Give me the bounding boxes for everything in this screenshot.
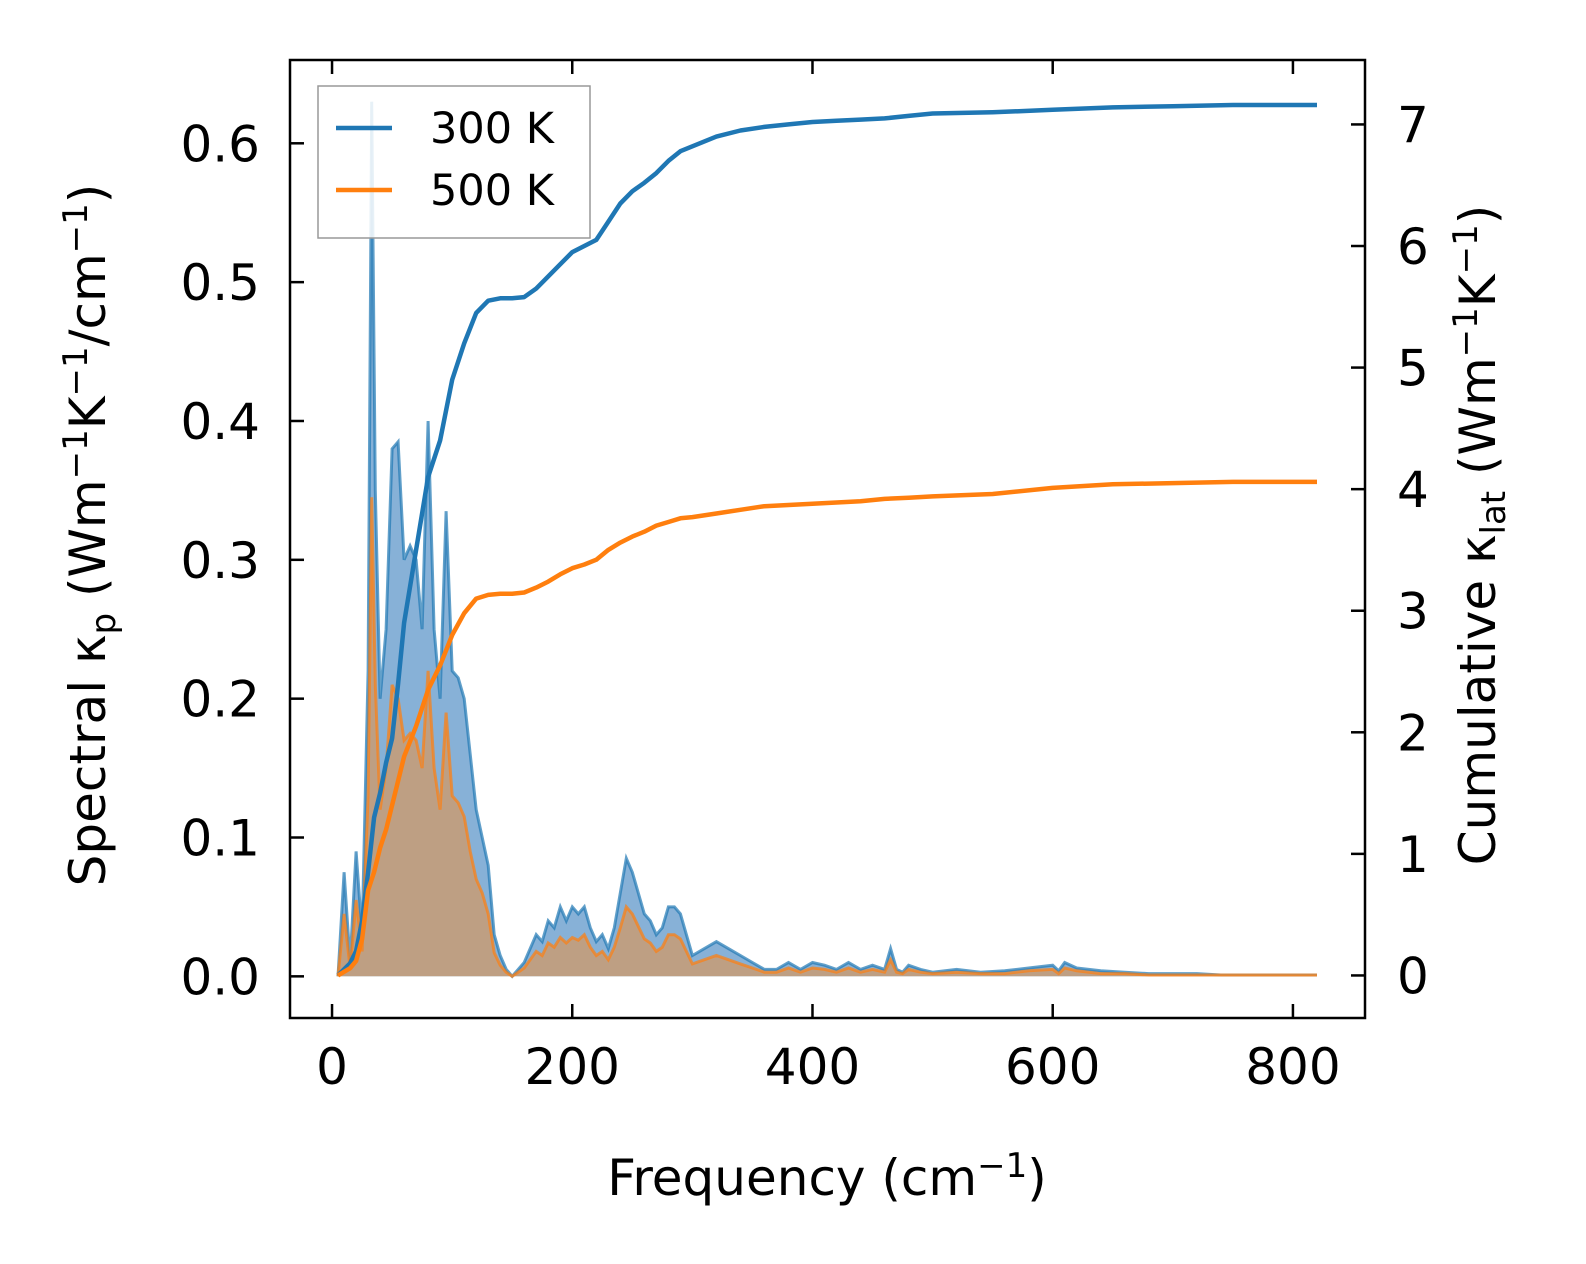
y-left-tick-label: 0.2 [180, 671, 260, 729]
cumulative-line-300k [336, 102, 1317, 977]
plot-frame [288, 58, 1367, 1020]
y-left-tick-label: 0.1 [180, 810, 260, 868]
legend: 300 K 500 K [317, 85, 591, 239]
legend-label-500k: 500 K [430, 166, 556, 216]
y-right-tick-label: 7 [1397, 96, 1429, 154]
x-tick-label: 0 [316, 1038, 348, 1096]
y-right-tick-label: 4 [1397, 461, 1429, 519]
y-right-tick-label: 6 [1397, 218, 1429, 276]
y-left-tick-label: 0.3 [180, 532, 260, 590]
x-tick-label: 600 [1005, 1038, 1100, 1096]
spectral-area-500k [338, 497, 1317, 977]
y-right-tick-label: 2 [1397, 704, 1429, 762]
y-left-tick-label: 0.0 [180, 948, 260, 1006]
y-left-tick-label: 0.6 [180, 115, 260, 173]
x-tick-label: 800 [1245, 1038, 1340, 1096]
y-right-axis-label: Cumulative κlat (Wm−1K−1) [1446, 205, 1514, 865]
y-left-tick-label: 0.5 [180, 254, 260, 312]
spectral-edge-500k [336, 497, 1317, 979]
y-right-tick-label: 0 [1397, 947, 1429, 1005]
y-left-axis-label: Spectral κp (Wm−1K−1/cm−1) [56, 184, 124, 887]
cumulative-line-500k [336, 479, 1317, 978]
spectral-edge-300k [336, 101, 1317, 979]
spectral-fills [336, 101, 1317, 979]
y-right-tick-label: 5 [1397, 340, 1429, 398]
data-lines [336, 102, 1317, 978]
y-left-tick-label: 0.4 [180, 393, 260, 451]
x-tick-label: 400 [765, 1038, 860, 1096]
y-right-tick-label: 1 [1397, 826, 1429, 884]
axis-ticks: 0 200 400 600 800 0.0 0.1 0.2 0.3 0.4 0.5 0.6 0 1 2 3 4 5… [180, 60, 1429, 1096]
legend-box [317, 85, 591, 239]
legend-label-300k: 300 K [430, 104, 556, 154]
x-tick-label: 200 [525, 1038, 620, 1096]
y-right-tick-label: 3 [1397, 583, 1429, 641]
x-axis-label: Frequency (cm−1) [607, 1146, 1047, 1207]
